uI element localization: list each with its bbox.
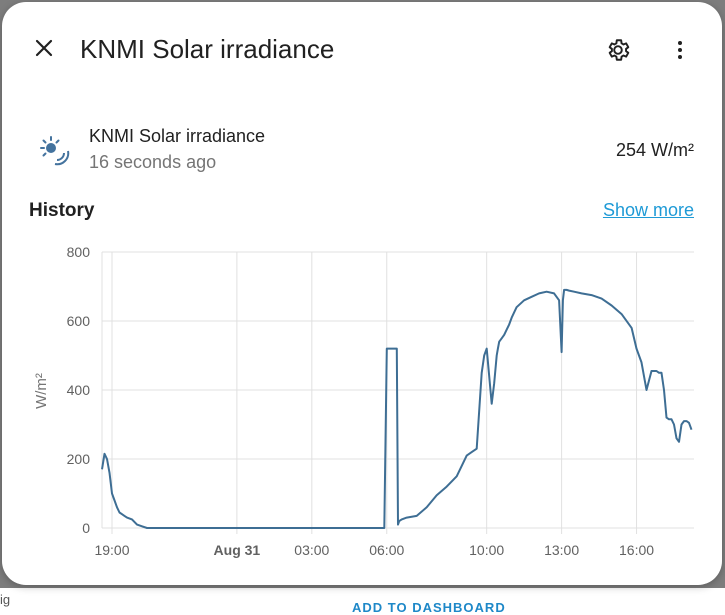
gear-icon — [608, 39, 630, 61]
backdrop-edge-text: ig — [0, 592, 11, 607]
entity-row: KNMI Solar irradiance 16 seconds ago 254… — [2, 120, 722, 180]
x-tick-label: 19:00 — [94, 542, 129, 558]
y-tick-label: 600 — [67, 313, 91, 329]
y-tick-label: 800 — [67, 244, 91, 260]
x-tick-label: 13:00 — [544, 542, 579, 558]
y-tick-label: 400 — [67, 382, 91, 398]
history-heading: History — [29, 200, 95, 221]
x-tick-label: 03:00 — [294, 542, 329, 558]
x-tick-label: 10:00 — [469, 542, 504, 558]
more-options-button[interactable] — [662, 32, 698, 68]
y-axis-label: W/m² — [33, 373, 50, 409]
y-tick-label: 0 — [82, 520, 90, 536]
close-icon — [35, 39, 53, 57]
y-tick-label: 200 — [67, 451, 91, 467]
entity-name: KNMI Solar irradiance — [89, 126, 266, 146]
add-to-dashboard-button[interactable]: ADD TO DASHBOARD — [352, 600, 506, 615]
series-line-solar-irradiance — [101, 288, 693, 529]
sun-wireless-icon — [40, 136, 70, 166]
dialog-title: KNMI Solar irradiance — [80, 34, 335, 64]
entity-last-changed: 16 seconds ago — [89, 152, 217, 172]
more-info-dialog: KNMI Solar irradiance KNMI Solar irradia — [2, 2, 722, 585]
show-more-link[interactable]: Show more — [602, 200, 694, 220]
more-vertical-icon — [678, 41, 682, 59]
entity-state: 254 W/m² — [615, 140, 694, 160]
settings-button[interactable] — [600, 32, 636, 68]
history-chart[interactable]: 800 600 400 200 0 19:00 Aug 31 03:00 06:00 10:00… — [2, 238, 722, 568]
backdrop-panel — [0, 588, 725, 615]
x-tick-label: 06:00 — [369, 542, 404, 558]
x-tick-label: Aug 31 — [214, 542, 261, 558]
x-tick-label: 16:00 — [619, 542, 654, 558]
close-button[interactable] — [26, 30, 62, 66]
